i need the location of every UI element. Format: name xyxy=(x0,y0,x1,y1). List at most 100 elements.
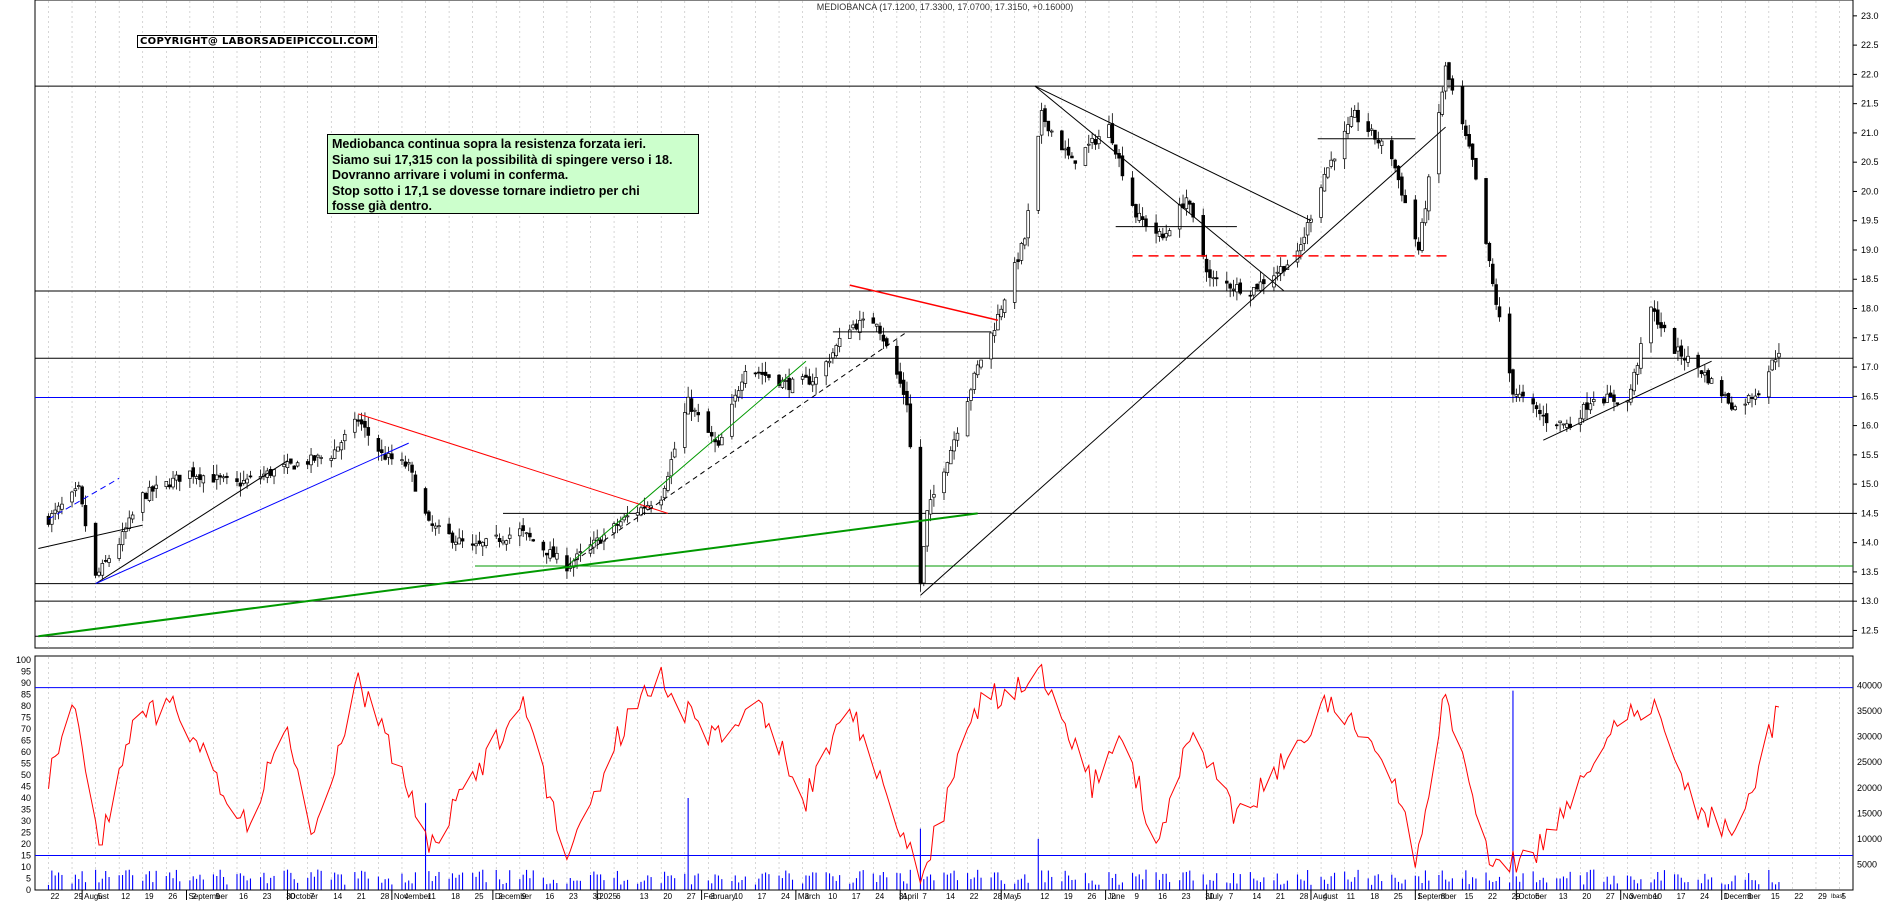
x-day-label: 27 xyxy=(687,892,696,901)
volume-tick-label: 35000 xyxy=(1857,706,1882,716)
x-day-label: 22 xyxy=(50,892,59,901)
candle-body xyxy=(969,389,973,401)
candle-body xyxy=(1484,178,1488,244)
candle-body xyxy=(1709,378,1714,384)
candle-body xyxy=(130,514,135,520)
candle-body xyxy=(433,525,438,529)
candle-body xyxy=(524,532,529,535)
candle-body xyxy=(1750,397,1754,399)
candle-body xyxy=(1130,177,1135,206)
trendline-blue xyxy=(95,442,409,585)
candle-body xyxy=(831,352,835,359)
price-tick-label: 19.5 xyxy=(1861,216,1879,226)
x-day-label: 2 xyxy=(498,892,503,901)
x-corner-label: Ibas! xyxy=(1831,894,1844,900)
candle-body xyxy=(612,523,616,534)
candle-body xyxy=(1733,406,1737,411)
candle-body xyxy=(565,555,569,572)
candle-body xyxy=(1107,124,1111,138)
volume-tick-label: 25000 xyxy=(1857,757,1882,767)
x-day-label: 13 xyxy=(1559,892,1568,901)
candle-body xyxy=(659,499,663,506)
candle-body xyxy=(1494,284,1498,305)
candle-body xyxy=(201,475,206,484)
oscillator-tick-label: 40 xyxy=(21,793,31,803)
x-day-label: 14 xyxy=(1252,892,1261,901)
candle-body xyxy=(1534,405,1539,410)
candle-body xyxy=(1302,236,1306,244)
candle-body xyxy=(1026,210,1030,239)
x-day-label: 28 xyxy=(380,892,389,901)
candle-body xyxy=(53,509,57,514)
x-day-label: 15 xyxy=(1771,892,1780,901)
candle-body xyxy=(1517,393,1522,398)
x-day-label: 23 xyxy=(569,892,578,901)
candle-body xyxy=(1016,259,1020,263)
candle-body xyxy=(423,488,428,514)
candle-body xyxy=(73,488,78,492)
candle-body xyxy=(952,439,956,452)
candle-body xyxy=(827,360,832,364)
candle-body xyxy=(996,314,1000,331)
candle-body xyxy=(363,420,367,428)
price-panel-frame xyxy=(34,0,1854,649)
candle-body xyxy=(120,531,125,546)
candle-body xyxy=(908,403,913,448)
candle-body xyxy=(989,332,993,360)
candle-body xyxy=(494,534,498,537)
candle-body xyxy=(154,484,158,489)
x-day-label: 3 xyxy=(710,892,715,901)
trendline-red xyxy=(849,284,999,321)
x-day-label: 21 xyxy=(1276,892,1285,901)
candle-body xyxy=(147,486,152,501)
candle-body xyxy=(672,448,677,458)
candle-body xyxy=(1093,138,1098,145)
candle-body xyxy=(1662,324,1667,329)
candle-body xyxy=(992,330,997,337)
candle-body xyxy=(1460,86,1465,125)
x-day-label: 5 xyxy=(1842,892,1847,901)
candle-body xyxy=(1629,388,1633,403)
x-day-label: 26 xyxy=(1087,892,1096,901)
candle-body xyxy=(427,511,431,521)
candle-body xyxy=(77,485,81,487)
candle-body xyxy=(1746,395,1751,403)
candle-body xyxy=(544,552,549,556)
candle-body xyxy=(1255,283,1259,290)
candle-body xyxy=(800,376,805,380)
price-tick-label: 14.0 xyxy=(1861,538,1879,548)
candle-body xyxy=(430,523,435,526)
candle-body xyxy=(1696,354,1700,368)
x-day-label: 28 xyxy=(1300,892,1309,901)
trendline xyxy=(38,524,143,549)
candle-body xyxy=(1188,200,1192,205)
candle-body xyxy=(383,454,387,460)
candle-body xyxy=(757,371,761,374)
candle-body xyxy=(390,453,394,460)
price-tick-label: 16.0 xyxy=(1861,421,1879,431)
price-tick-label: 21.5 xyxy=(1861,99,1879,109)
candle-body xyxy=(470,543,475,546)
candle-body xyxy=(807,376,812,385)
price-tick-label: 20.5 xyxy=(1861,157,1879,167)
x-month-label: September xyxy=(189,892,228,901)
candle-body xyxy=(881,334,886,342)
x-day-label: 7 xyxy=(310,892,315,901)
candle-body xyxy=(666,476,670,491)
candle-body xyxy=(1012,262,1017,303)
note-line: fosse già dentro. xyxy=(332,199,433,213)
candle-body xyxy=(1511,369,1515,395)
candle-body xyxy=(531,539,536,542)
candle-body xyxy=(548,549,552,559)
candle-body xyxy=(46,515,51,525)
oscillator-tick-label: 45 xyxy=(21,782,31,792)
candle-body xyxy=(1184,197,1189,210)
candle-body xyxy=(194,476,199,479)
candle-body xyxy=(1554,424,1559,427)
candle-body xyxy=(1635,365,1640,375)
x-day-label: 10 xyxy=(734,892,743,901)
x-day-label: 8 xyxy=(1441,892,1446,901)
candle-body xyxy=(1231,288,1236,291)
price-tick-label: 15.0 xyxy=(1861,479,1879,489)
x-month-label: October xyxy=(1518,892,1547,901)
